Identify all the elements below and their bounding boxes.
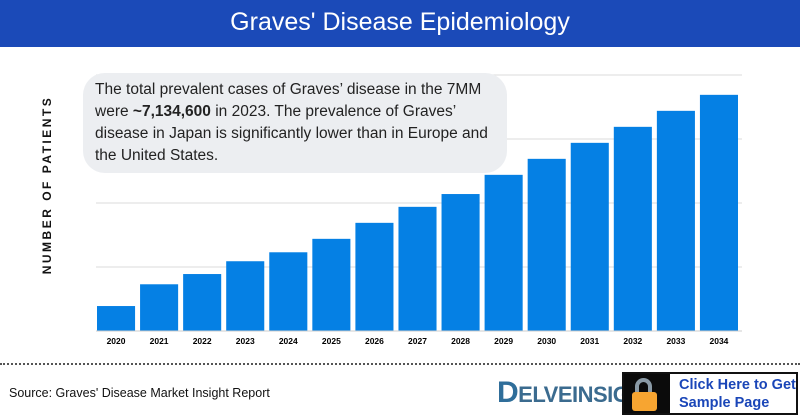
- bar-2022: [183, 274, 222, 331]
- callout-text-end: in 2023. The prevalence of Graves’ disea…: [95, 103, 488, 164]
- x-tick-label: 2028: [451, 336, 470, 346]
- sample-page-button[interactable]: Click Here to Get Sample Page: [622, 372, 798, 415]
- unlock-icon: [624, 374, 670, 413]
- x-tick-label: 2033: [666, 336, 685, 346]
- x-tick-label: 2021: [150, 336, 169, 346]
- x-tick-label: 2022: [193, 336, 212, 346]
- x-tick-label: 2030: [537, 336, 556, 346]
- bar-chart: 2020 2021 2022 2023 2024 2025 2026 2027 2028 2029…: [96, 74, 742, 346]
- bar-2023: [226, 261, 265, 331]
- bar-2032: [613, 126, 652, 331]
- bar-2027: [398, 206, 437, 331]
- page-title: Graves' Disease Epidemiology: [0, 0, 800, 47]
- bar-2021: [140, 284, 179, 331]
- bar-2025: [312, 238, 351, 331]
- x-tick-label: 2032: [623, 336, 642, 346]
- source-text: Source: Graves' Disease Market Insight R…: [9, 386, 270, 400]
- x-tick-label: 2031: [580, 336, 599, 346]
- divider: [0, 363, 800, 365]
- x-tick-label: 2026: [365, 336, 384, 346]
- bar-2028: [441, 194, 480, 331]
- bar-2034: [699, 94, 738, 331]
- x-tick-label: 2023: [236, 336, 255, 346]
- cta-line2: Sample Page: [679, 395, 770, 411]
- bar-2033: [656, 110, 695, 331]
- x-tick-label: 2034: [710, 336, 729, 346]
- bar-2029: [484, 174, 523, 331]
- callout-highlight: ~7,134,600: [132, 103, 211, 120]
- x-tick-label: 2020: [107, 336, 126, 346]
- bar-2024: [269, 252, 308, 331]
- bar-2031: [570, 142, 609, 331]
- callout-text: The total prevalent cases of Graves’ dis…: [95, 81, 482, 120]
- bar-2030: [527, 158, 566, 331]
- x-tick-label: 2024: [279, 336, 298, 346]
- cta-line1: Click Here to Get: [679, 377, 796, 393]
- bar-2026: [355, 222, 394, 331]
- bar-2020: [97, 306, 136, 331]
- x-tick-label: 2029: [494, 336, 513, 346]
- x-tick-label: 2025: [322, 336, 341, 346]
- callout-box: The total prevalent cases of Graves’ dis…: [83, 73, 507, 173]
- x-tick-label: 2027: [408, 336, 427, 346]
